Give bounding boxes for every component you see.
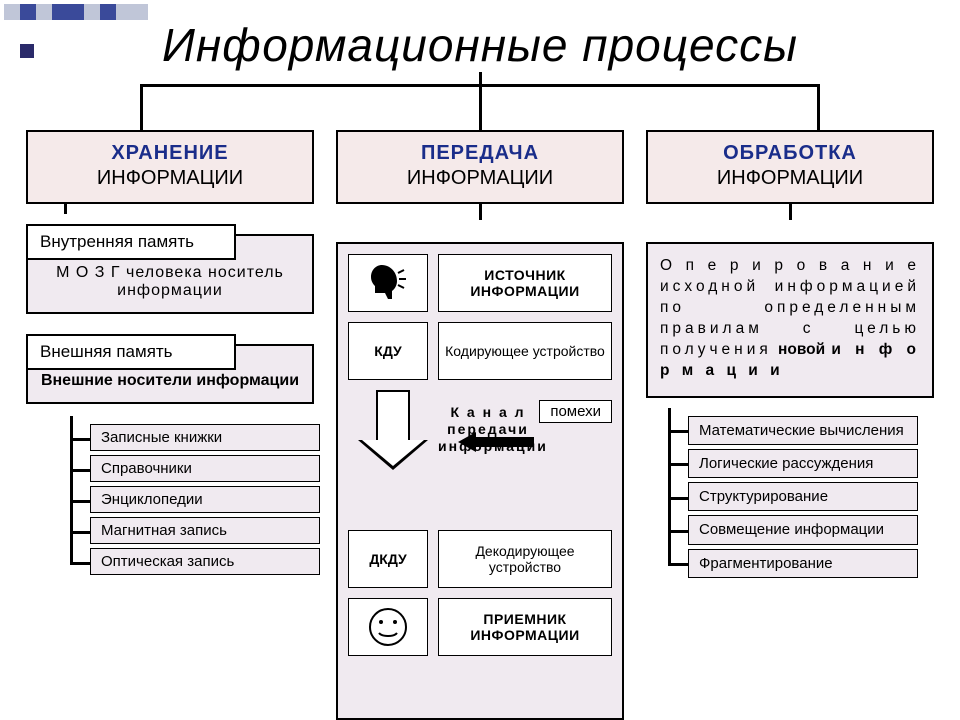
smiley-face-icon [348,598,428,656]
branch-transmission: ПЕРЕДАЧА ИНФОРМАЦИИ ИСТОЧНИК ИНФОРМАЦИИ … [330,130,630,720]
kdu-box: КДУ [348,322,428,380]
transmission-head-l1: ПЕРЕДАЧА [344,142,616,165]
dkdu-desc: Декодирующее устройство [438,530,612,588]
page-title: Информационные процессы [162,18,798,72]
list-item: Математические вычисления [668,416,934,445]
external-media-tree: Записные книжки Справочники Энциклопедии… [70,416,320,575]
processing-definition: О п е р и р о в а н и е исходной информа… [646,242,934,398]
transmission-head: ПЕРЕДАЧА ИНФОРМАЦИИ [336,130,624,204]
list-item: Записные книжки [70,424,320,451]
list-item: Энциклопедии [70,486,320,513]
list-item: Логические рассуждения [668,449,934,478]
list-item: Магнитная запись [70,517,320,544]
channel-label: К а н а л передачи информации [438,404,538,454]
internal-memory-label: Внутренняя память [26,224,236,260]
source-label: ИСТОЧНИК ИНФОРМАЦИИ [438,254,612,312]
receiver-label: ПРИЕМНИК ИНФОРМАЦИИ [438,598,612,656]
list-item: Совмещение информации [668,515,934,544]
speaking-head-icon [348,254,428,312]
external-memory-label: Внешняя память [26,334,236,370]
processing-head: ОБРАБОТКА ИНФОРМАЦИИ [646,130,934,204]
processing-head-l2: ИНФОРМАЦИИ [654,167,926,190]
processing-tree: Математические вычисления Логические рас… [668,408,934,578]
top-connector [140,84,820,134]
decor-squares [4,4,148,20]
list-item: Структурирование [668,482,934,511]
arrow-down-icon [358,390,428,470]
list-item: Справочники [70,455,320,482]
noise-box: помехи [539,400,612,423]
processing-head-l1: ОБРАБОТКА [654,142,926,165]
list-item: Фрагментирование [668,549,934,578]
storage-head-l1: ХРАНЕНИЕ [34,142,306,165]
storage-head: ХРАНЕНИЕ ИНФОРМАЦИИ [26,130,314,204]
storage-head-l2: ИНФОРМАЦИИ [34,167,306,190]
branch-storage: ХРАНЕНИЕ ИНФОРМАЦИИ Внутренняя память М … [20,130,320,720]
branch-processing: ОБРАБОТКА ИНФОРМАЦИИ О п е р и р о в а н… [640,130,940,720]
kdu-desc: Кодирующее устройство [438,322,612,380]
dkdu-box: ДКДУ [348,530,428,588]
list-item: Оптическая запись [70,548,320,575]
transmission-panel: ИСТОЧНИК ИНФОРМАЦИИ КДУ Кодирующее устро… [336,242,624,720]
transmission-head-l2: ИНФОРМАЦИИ [344,167,616,190]
title-bullet-icon [20,44,34,58]
